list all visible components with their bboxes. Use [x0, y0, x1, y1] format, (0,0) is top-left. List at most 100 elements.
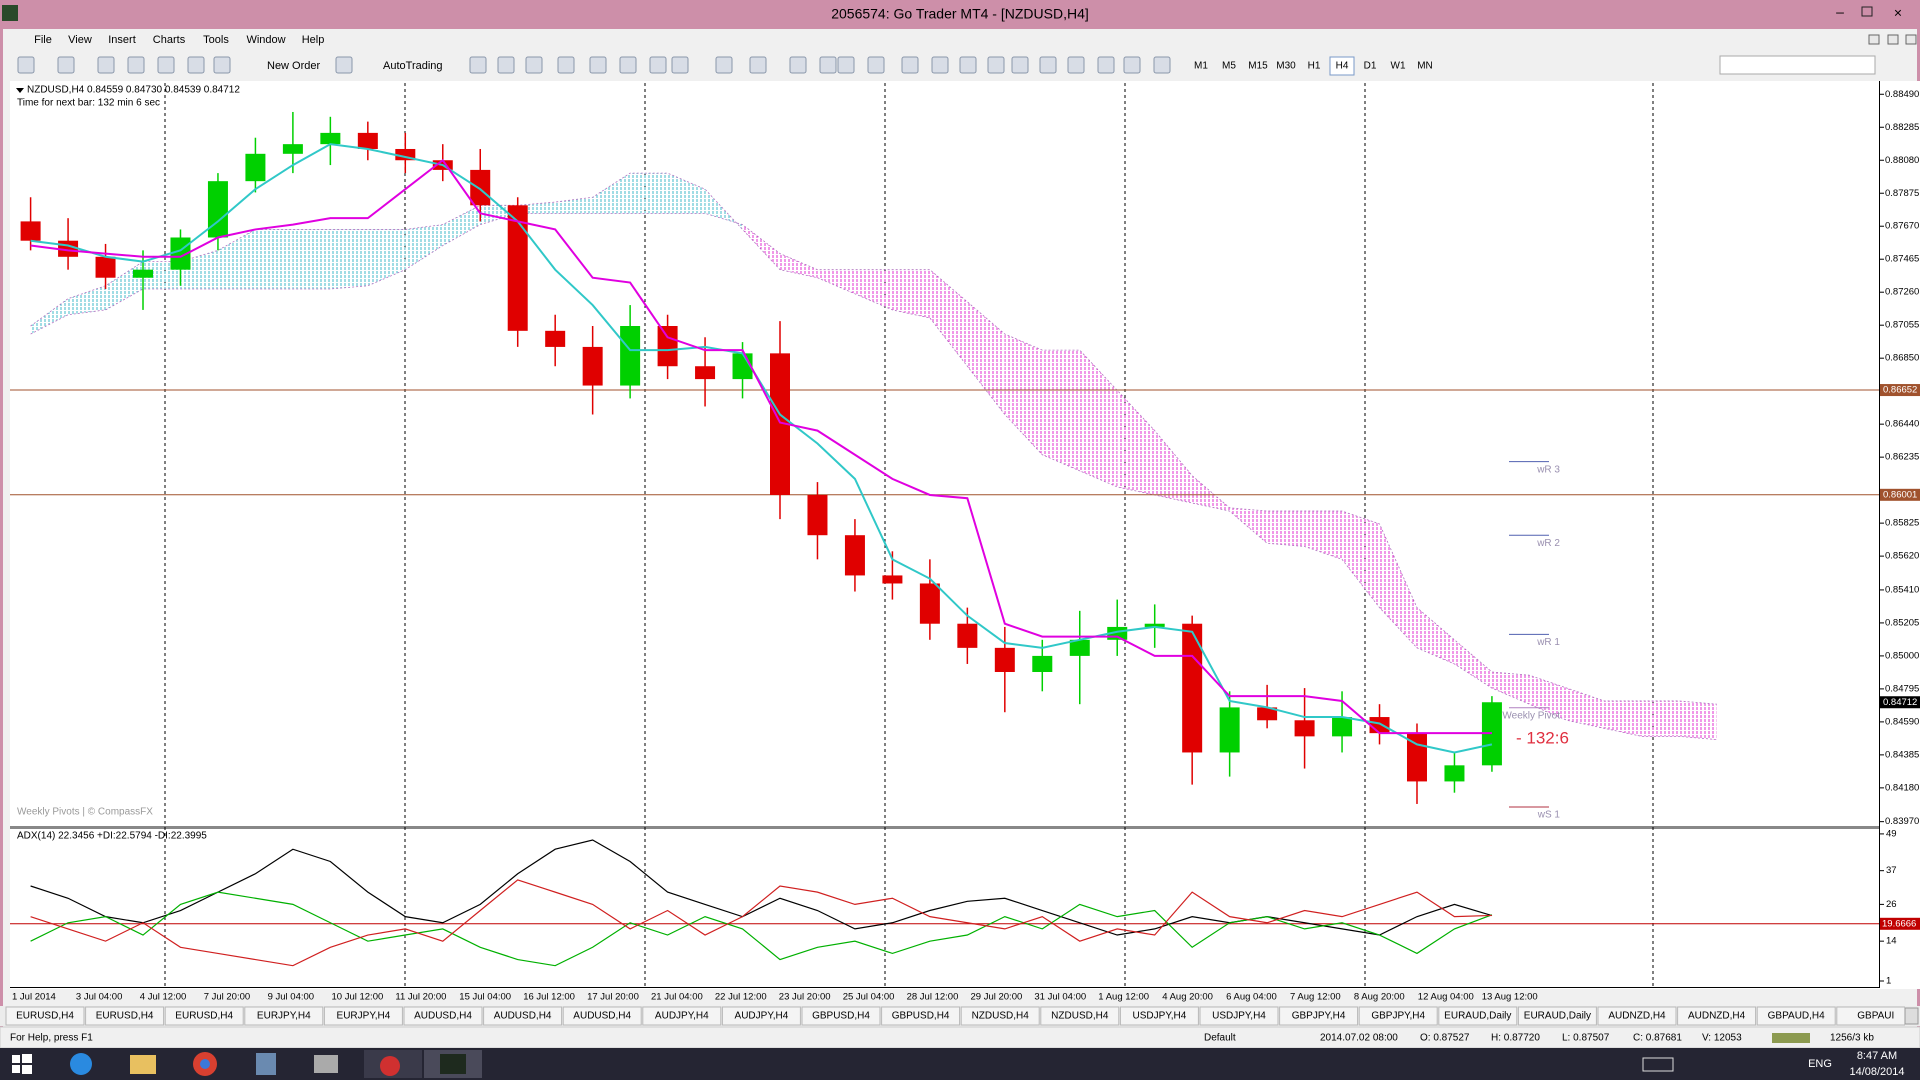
tab[interactable]: [1279, 1006, 1359, 1026]
toolbar-icon[interactable]: [469, 56, 487, 74]
tab[interactable]: [801, 1006, 881, 1026]
tab[interactable]: [1438, 1006, 1518, 1026]
toolbar-icon[interactable]: [1039, 56, 1057, 74]
x-tick-label: 6 Aug 04:00: [1226, 992, 1277, 1003]
toolbar-icon[interactable]: [1011, 56, 1029, 74]
menu-item[interactable]: File: [34, 34, 52, 46]
timeframe-button[interactable]: M5: [1222, 61, 1236, 72]
timeframe-button[interactable]: W1: [1391, 61, 1406, 72]
tab[interactable]: [1517, 1006, 1597, 1026]
toolbar-icon[interactable]: [213, 56, 231, 74]
tab-scroll[interactable]: [1904, 1007, 1919, 1025]
timeframe-button[interactable]: H1: [1308, 61, 1321, 72]
tab[interactable]: [1597, 1006, 1677, 1026]
toolbar-icon[interactable]: [157, 56, 175, 74]
toolbar-icon[interactable]: [1097, 56, 1115, 74]
tab[interactable]: [85, 1006, 165, 1026]
close-button[interactable]: ×: [1894, 5, 1902, 21]
toolbar-icon[interactable]: [749, 56, 767, 74]
menu-item[interactable]: Help: [302, 34, 325, 46]
new-order-button[interactable]: New Order: [267, 60, 321, 72]
toolbar-icon[interactable]: [187, 56, 205, 74]
mdi-minimize[interactable]: [1868, 34, 1880, 45]
toolbar-icon[interactable]: [127, 56, 145, 74]
toolbar-icon[interactable]: [649, 56, 667, 74]
toolbar-icon[interactable]: [525, 56, 543, 74]
toolbar-icon[interactable]: [789, 56, 807, 74]
toolbar-icon[interactable]: [497, 56, 515, 74]
toolbar-icon[interactable]: [1153, 56, 1171, 74]
tab[interactable]: [1836, 1006, 1915, 1026]
language[interactable]: ENG: [1808, 1058, 1832, 1070]
tab[interactable]: [881, 1006, 961, 1026]
mdi-close[interactable]: [1905, 34, 1917, 45]
explorer-icon[interactable]: [130, 1055, 156, 1074]
toolbar-icon[interactable]: [715, 56, 733, 74]
minimize-button[interactable]: –: [1836, 4, 1844, 20]
period-separators: [164, 83, 1654, 987]
menu-item[interactable]: Insert: [108, 34, 136, 46]
tab[interactable]: [323, 1006, 403, 1026]
toolbar-icon[interactable]: [987, 56, 1005, 74]
timeframe-button[interactable]: MN: [1417, 61, 1433, 72]
tab[interactable]: [1677, 1006, 1757, 1026]
cloud-segment: [1117, 390, 1155, 495]
candle-body: [882, 575, 903, 584]
toolbar-icon[interactable]: [589, 56, 607, 74]
toolbar-icon[interactable]: [901, 56, 919, 74]
mdi-restore[interactable]: [1887, 34, 1899, 45]
tab[interactable]: [1358, 1006, 1438, 1026]
tab[interactable]: [721, 1006, 801, 1026]
cloud-segment: [1267, 511, 1305, 547]
tab[interactable]: [1199, 1006, 1279, 1026]
start-button[interactable]: [12, 1054, 32, 1074]
timeframe-button[interactable]: M15: [1248, 61, 1268, 72]
tab[interactable]: [1119, 1006, 1199, 1026]
y-tick-label: 0.85620: [1885, 551, 1919, 562]
toolbar-icon[interactable]: [819, 56, 837, 74]
tab[interactable]: [5, 1006, 85, 1026]
menu-item[interactable]: Window: [246, 34, 285, 46]
search-box[interactable]: [1719, 55, 1876, 75]
timeframe-button[interactable]: M30: [1276, 61, 1296, 72]
maximize-button[interactable]: [1861, 6, 1873, 17]
toolbar-icon[interactable]: [619, 56, 637, 74]
app-icon[interactable]: [314, 1055, 338, 1073]
clock[interactable]: 8:47 AM: [1857, 1050, 1897, 1062]
tab[interactable]: [1040, 1006, 1120, 1026]
toolbar-icon[interactable]: [17, 56, 35, 74]
tab[interactable]: [1756, 1006, 1836, 1026]
toolbar-icon[interactable]: [867, 56, 885, 74]
toolbar-icon[interactable]: [837, 56, 855, 74]
toolbar-icon[interactable]: [557, 56, 575, 74]
tab-label: USDJPY,H4: [1133, 1011, 1187, 1022]
toolbar-icon[interactable]: [1067, 56, 1085, 74]
tab[interactable]: [403, 1006, 483, 1026]
tab[interactable]: [244, 1006, 324, 1026]
timeframe-button[interactable]: H4: [1336, 61, 1349, 72]
tab[interactable]: [483, 1006, 563, 1026]
window-border: [0, 29, 3, 1048]
toolbar-icon[interactable]: [57, 56, 75, 74]
timeframe-button[interactable]: D1: [1364, 61, 1377, 72]
toolbar-icon[interactable]: [931, 56, 949, 74]
toolbar-icon[interactable]: [1123, 56, 1141, 74]
menu-item[interactable]: Charts: [153, 34, 186, 46]
toolbar-icon[interactable]: [959, 56, 977, 74]
timeframe-button[interactable]: M1: [1194, 61, 1208, 72]
toolbar-icon[interactable]: [671, 56, 689, 74]
tab[interactable]: [642, 1006, 722, 1026]
toolbar-icon[interactable]: [335, 56, 353, 74]
tab[interactable]: [164, 1006, 244, 1026]
date[interactable]: 14/08/2014: [1849, 1066, 1904, 1078]
menu-item[interactable]: View: [68, 34, 92, 46]
candle-body: [320, 132, 341, 145]
keyboard-icon[interactable]: [1642, 1057, 1674, 1072]
toolbar-icon[interactable]: [97, 56, 115, 74]
tab[interactable]: [562, 1006, 642, 1026]
calculator-icon[interactable]: [256, 1053, 276, 1075]
tab[interactable]: [960, 1006, 1040, 1026]
autotrading-button[interactable]: AutoTrading: [383, 60, 443, 72]
menu-item[interactable]: Tools: [203, 34, 229, 46]
ie-icon[interactable]: [70, 1053, 92, 1075]
